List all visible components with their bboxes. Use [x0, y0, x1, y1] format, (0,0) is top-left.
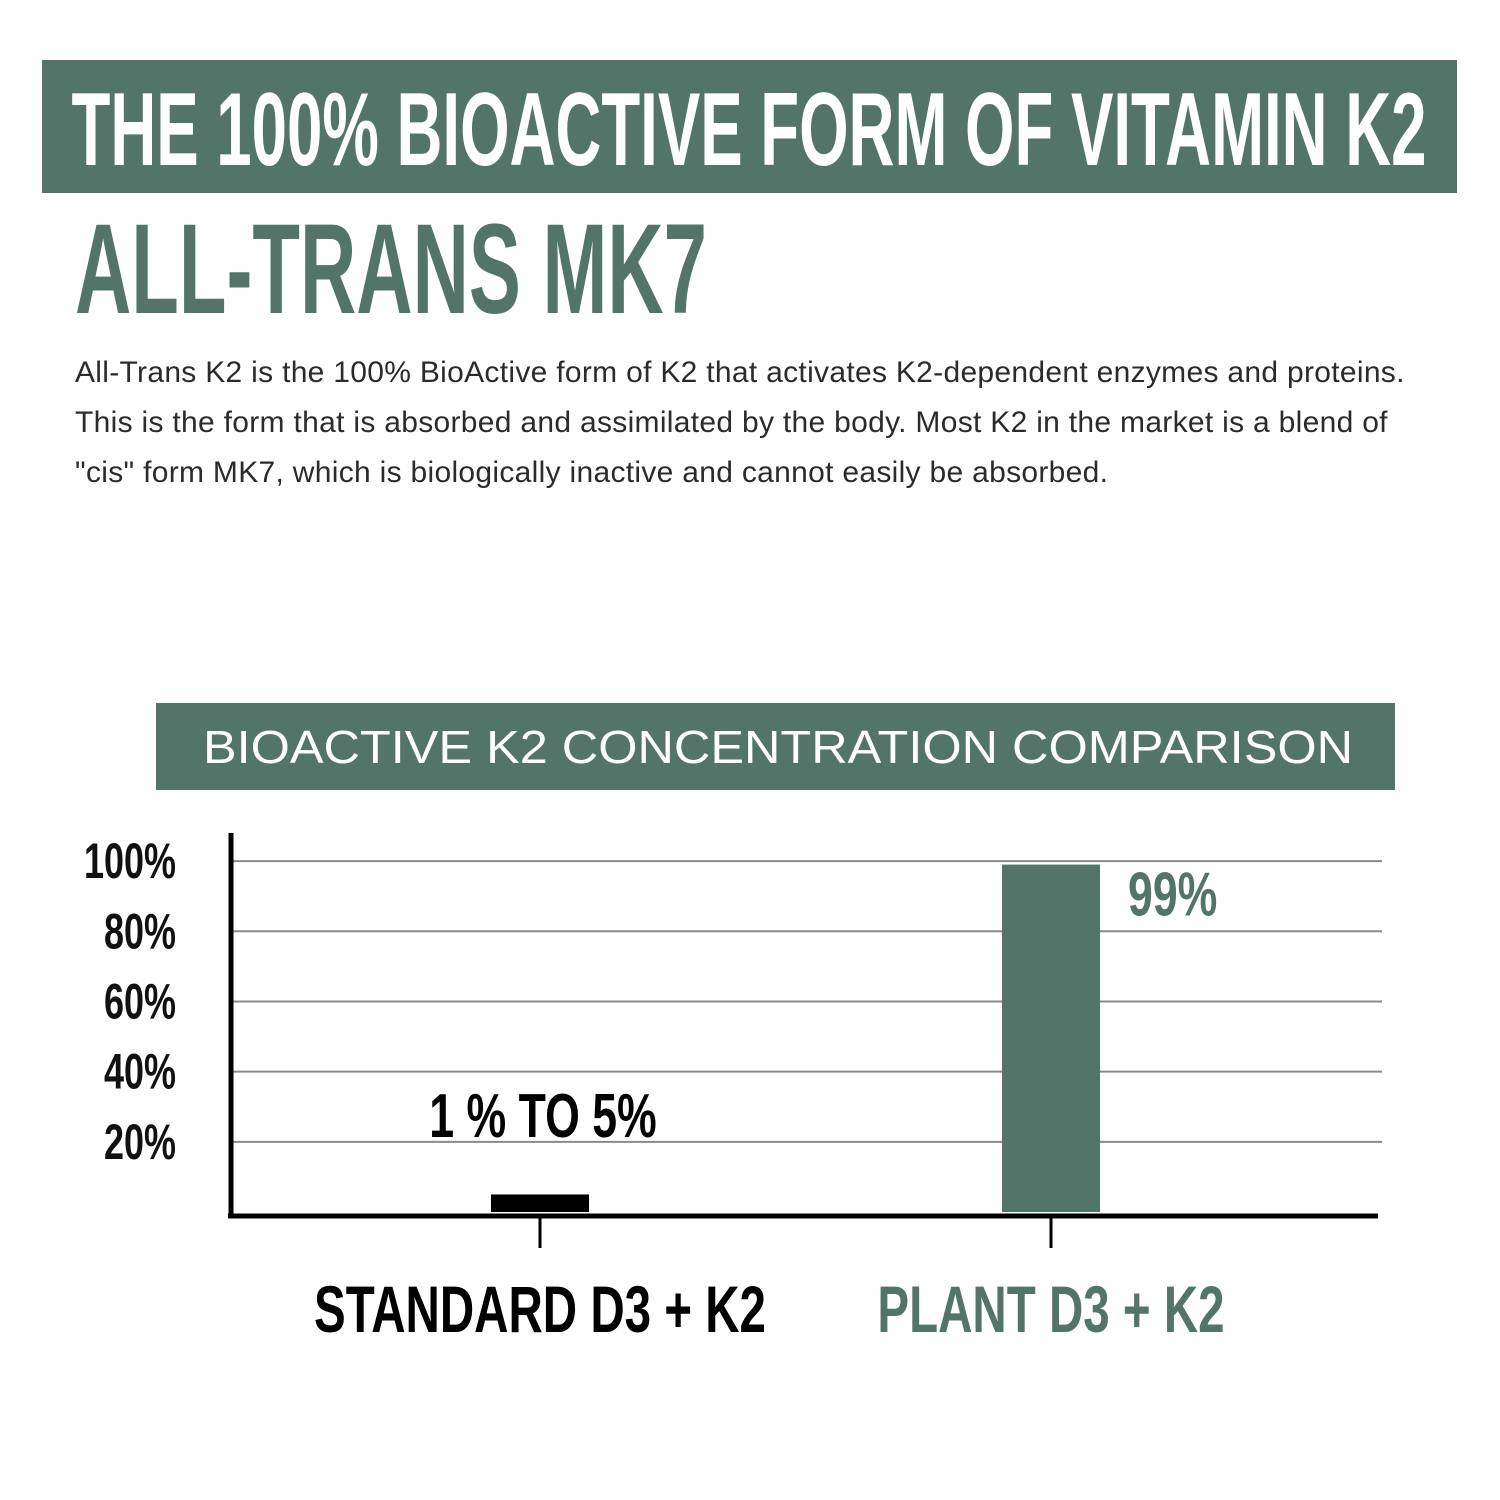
x-tick-label: PLANT D3 + K2: [877, 1273, 1224, 1346]
y-tick-label: 100%: [84, 834, 176, 889]
value-label: 1 % TO 5%: [429, 1082, 656, 1151]
subtitle: ALL-TRANS MK7: [75, 198, 707, 341]
y-tick-label: 80%: [104, 905, 176, 960]
y-tick-label: 60%: [104, 975, 176, 1030]
y-tick-label: 20%: [104, 1115, 176, 1170]
chart-title-bar: [156, 703, 1395, 790]
chart-title: BIOACTIVE K2 CONCENTRATION COMPARISON: [203, 721, 1353, 773]
value-label: 99%: [1128, 860, 1217, 929]
header-title: THE 100% BIOACTIVE FORM OF VITAMIN K2: [72, 72, 1427, 188]
y-tick-label: 40%: [104, 1045, 176, 1100]
bar: [491, 1194, 589, 1212]
description: All-Trans K2 is the 100% BioActive form …: [75, 356, 1405, 489]
bar: [1002, 864, 1100, 1212]
x-tick-label: STANDARD D3 + K2: [314, 1273, 766, 1346]
header-bar: [42, 60, 1457, 193]
